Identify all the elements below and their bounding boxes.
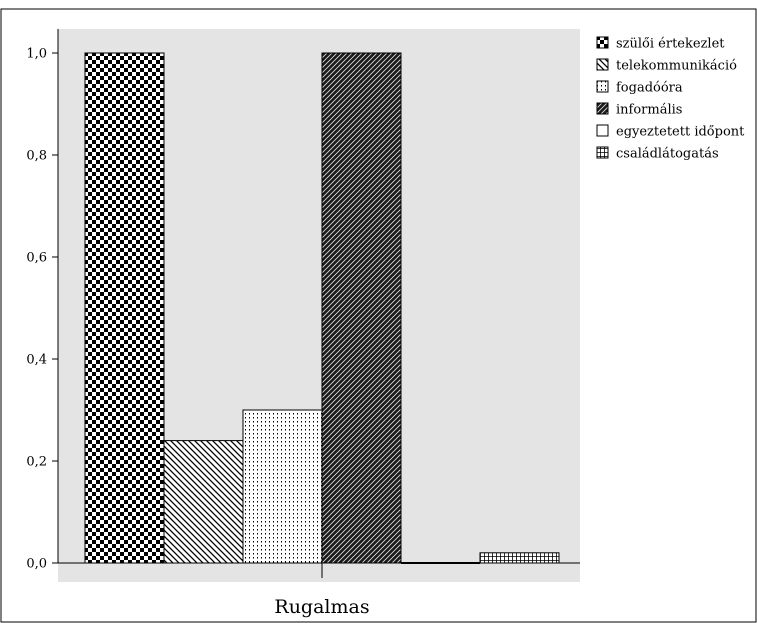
legend-label: családlátogatás bbox=[616, 147, 719, 162]
y-tick-label: 0,0 bbox=[26, 557, 47, 572]
axes: 0,0 0,2 0,4 0,6 0,8 1,0 Rugalmas bbox=[26, 29, 580, 618]
y-tick-label: 0,2 bbox=[26, 455, 47, 470]
legend-item: szülői értekezlet bbox=[596, 36, 725, 52]
x-category-label: Rugalmas bbox=[274, 596, 369, 618]
legend-item: fogadóóra bbox=[596, 80, 683, 96]
y-tick-label: 0,6 bbox=[26, 251, 47, 266]
bar-3 bbox=[242, 409, 323, 564]
legend-label: informális bbox=[616, 103, 682, 118]
legend-label: telekommunikáció bbox=[616, 59, 737, 74]
legend-label: egyeztetett időpont bbox=[616, 125, 745, 140]
y-tick-label: 0,8 bbox=[26, 149, 47, 164]
bar-6 bbox=[479, 552, 560, 564]
y-tick-label: 0,4 bbox=[26, 353, 47, 368]
bars bbox=[84, 52, 560, 564]
legend-swatch bbox=[596, 36, 609, 49]
legend-swatch bbox=[596, 102, 609, 115]
y-tick-label: 1,0 bbox=[26, 47, 47, 62]
legend: szülői értekezlet telekommunikáció fogadóó… bbox=[596, 36, 745, 162]
legend-swatch bbox=[596, 80, 609, 93]
legend-item: egyeztetett időpont bbox=[596, 124, 745, 140]
legend-item: családlátogatás bbox=[596, 146, 719, 162]
bar-2 bbox=[163, 440, 244, 564]
legend-label: fogadóóra bbox=[616, 81, 683, 96]
legend-swatch bbox=[596, 58, 609, 71]
legend-swatch bbox=[596, 146, 609, 159]
legend-label: szülői értekezlet bbox=[616, 37, 725, 52]
bar-4 bbox=[321, 52, 402, 564]
legend-item: informális bbox=[596, 102, 682, 118]
bar-1 bbox=[84, 52, 165, 564]
legend-swatch bbox=[596, 124, 609, 137]
legend-item: telekommunikáció bbox=[596, 58, 737, 74]
